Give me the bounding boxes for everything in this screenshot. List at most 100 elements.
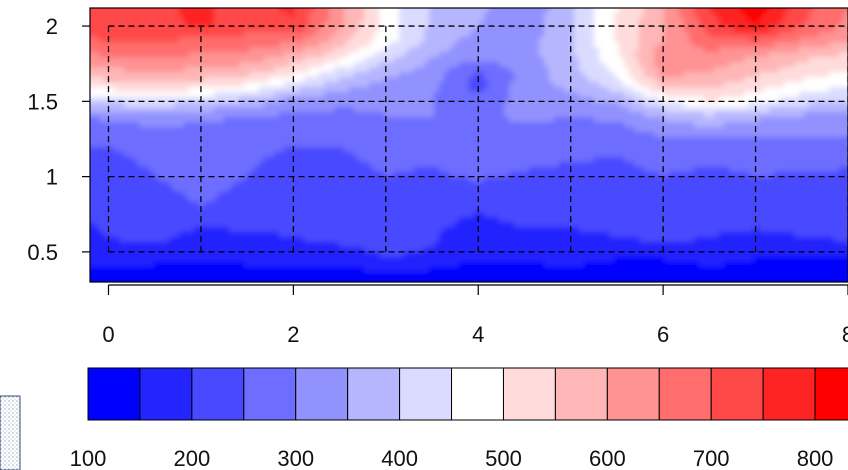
heatmap-cell — [304, 32, 310, 38]
heatmap-cell — [524, 32, 530, 38]
heatmap-cell — [169, 112, 175, 118]
heatmap-cell — [679, 102, 685, 108]
heatmap-cell — [84, 32, 90, 38]
heatmap-cell — [389, 162, 395, 168]
heatmap-cell — [429, 32, 435, 38]
heatmap-cell — [514, 147, 520, 153]
heatmap-cell — [754, 82, 760, 88]
heatmap-cell — [139, 82, 145, 88]
heatmap-cell — [254, 102, 260, 108]
heatmap-cell — [464, 97, 470, 103]
heatmap-cell — [694, 87, 700, 93]
heatmap-cell — [424, 47, 430, 53]
heatmap-cell — [684, 122, 690, 128]
heatmap-cell — [84, 77, 90, 83]
heatmap-cell — [149, 157, 155, 163]
heatmap-cell — [474, 8, 480, 13]
heatmap-cell — [419, 77, 425, 83]
heatmap-cell — [189, 32, 195, 38]
heatmap-cell — [689, 62, 695, 68]
heatmap-cell — [399, 87, 405, 93]
heatmap-cell — [734, 67, 740, 73]
heatmap-cell — [174, 152, 180, 158]
heatmap-cell — [334, 52, 340, 58]
heatmap-cell — [789, 42, 795, 48]
heatmap-cell — [409, 62, 415, 68]
heatmap-cell — [239, 47, 245, 53]
heatmap-cell — [144, 47, 150, 53]
heatmap-cell — [499, 102, 505, 108]
heatmap-cell — [329, 162, 335, 168]
heatmap-cell — [744, 117, 750, 123]
heatmap-cell — [509, 142, 515, 148]
heatmap-cell — [334, 107, 340, 113]
heatmap-cell — [434, 107, 440, 113]
heatmap-cell — [114, 32, 120, 38]
heatmap-cell — [539, 117, 545, 123]
heatmap-cell — [724, 107, 730, 113]
heatmap-cell — [419, 97, 425, 103]
heatmap-cell — [304, 52, 310, 58]
heatmap-cell — [104, 152, 110, 158]
heatmap-cell — [754, 67, 760, 73]
heatmap-cell — [749, 102, 755, 108]
heatmap-cell — [104, 157, 110, 163]
heatmap-cell — [809, 62, 815, 68]
heatmap-cell — [244, 27, 250, 33]
heatmap-cell — [574, 57, 580, 63]
heatmap-cell — [359, 152, 365, 158]
heatmap-cell — [834, 67, 840, 73]
heatmap-cell — [689, 57, 695, 63]
heatmap-cell — [109, 162, 115, 168]
heatmap-cell — [734, 87, 740, 93]
heatmap-cell — [429, 112, 435, 118]
heatmap-cell — [839, 157, 845, 163]
heatmap-cell — [304, 27, 310, 33]
heatmap-cell — [534, 157, 540, 163]
heatmap-cell — [694, 112, 700, 118]
heatmap-cell — [319, 97, 325, 103]
heatmap-cell — [454, 62, 460, 68]
heatmap-cell — [334, 17, 340, 23]
heatmap-cell — [214, 122, 220, 128]
heatmap-cell — [174, 97, 180, 103]
heatmap-cell — [104, 117, 110, 123]
heatmap-cell — [224, 27, 230, 33]
heatmap-cell — [149, 32, 155, 38]
heatmap-cell — [669, 8, 675, 13]
heatmap-cell — [464, 82, 470, 88]
heatmap-cell — [814, 142, 820, 148]
heatmap-cell — [279, 57, 285, 63]
heatmap-cell — [489, 137, 495, 143]
heatmap-cell — [754, 127, 760, 133]
heatmap-cell — [729, 152, 735, 158]
heatmap-cell — [94, 8, 100, 13]
heatmap-cell — [784, 27, 790, 33]
heatmap-cell — [90, 132, 95, 138]
heatmap-cell — [699, 57, 705, 63]
heatmap-cell — [449, 132, 455, 138]
heatmap-cell — [90, 107, 95, 113]
heatmap-cell — [159, 17, 165, 23]
heatmap-cell — [584, 152, 590, 158]
heatmap-cell — [304, 47, 310, 53]
heatmap-cell — [734, 107, 740, 113]
heatmap-cell — [244, 112, 250, 118]
heatmap-cell — [349, 87, 355, 93]
heatmap-cell — [99, 132, 105, 138]
heatmap-cell — [224, 57, 230, 63]
heatmap-cell — [149, 137, 155, 143]
heatmap-cell — [259, 107, 265, 113]
heatmap-cell — [604, 122, 610, 128]
heatmap-cell — [684, 57, 690, 63]
heatmap-cell — [414, 112, 420, 118]
heatmap-cell — [164, 62, 170, 68]
heatmap-cell — [219, 67, 225, 73]
heatmap-cell — [589, 102, 595, 108]
heatmap-cell — [519, 97, 525, 103]
heatmap-cell — [554, 37, 560, 43]
heatmap-cell — [154, 162, 160, 168]
heatmap-cell — [304, 67, 310, 73]
heatmap-cell — [299, 57, 305, 63]
heatmap-cell — [539, 67, 545, 73]
